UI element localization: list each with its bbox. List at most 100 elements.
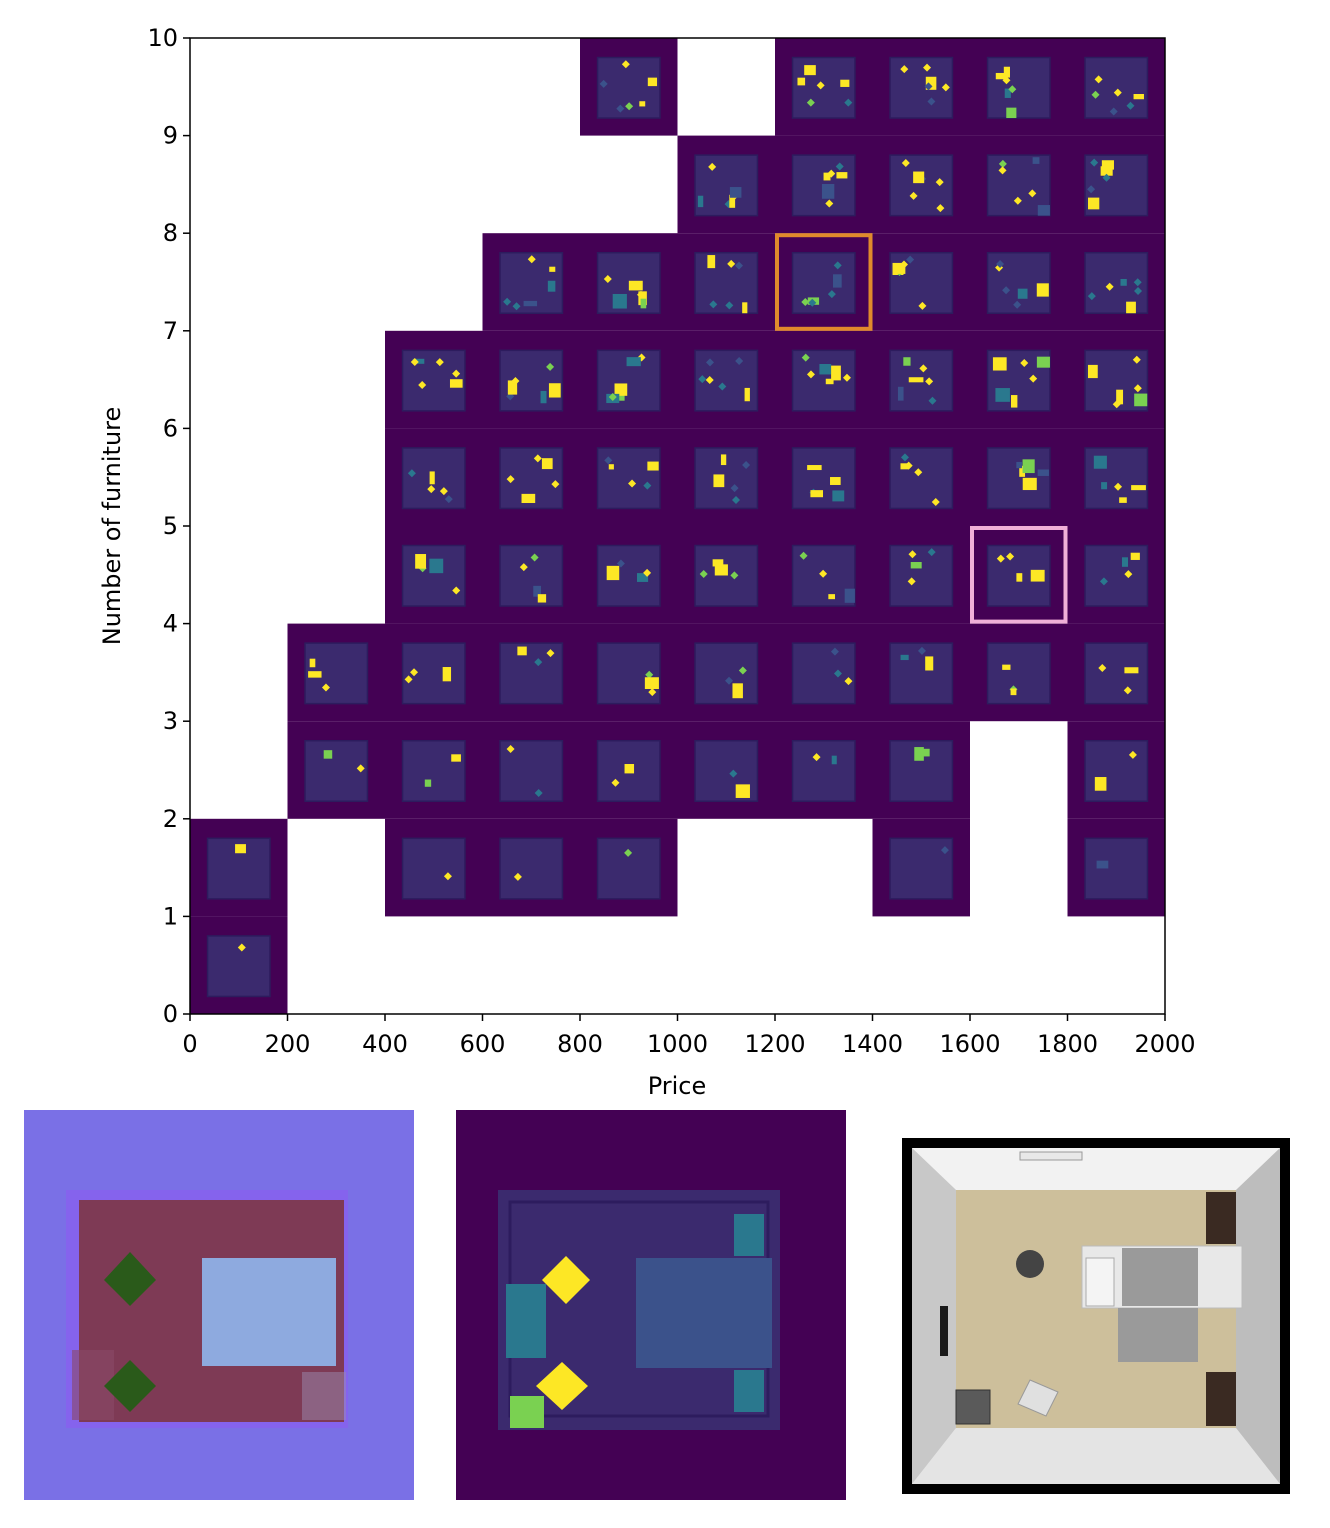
furniture-mark — [1113, 88, 1122, 97]
archive-cell — [775, 233, 873, 331]
x-axis-label: Price — [648, 1072, 707, 1100]
furniture-mark — [919, 364, 928, 373]
x-tick-label: 0 — [182, 1030, 197, 1058]
furniture-mark — [1126, 301, 1136, 314]
furniture-mark — [844, 677, 853, 686]
furniture-mark — [546, 362, 555, 371]
furniture-mark — [1132, 355, 1141, 364]
furniture-mark — [1016, 461, 1022, 469]
furniture-mark — [900, 65, 909, 74]
archive-cell — [580, 818, 678, 917]
furniture-mark — [444, 495, 453, 504]
archive-cell — [482, 721, 580, 819]
furniture-mark — [992, 357, 1007, 371]
furniture-mark — [725, 301, 734, 310]
furniture-mark — [628, 479, 637, 488]
furniture-mark — [439, 487, 448, 496]
furniture-mark — [718, 382, 727, 391]
render-panel — [900, 1110, 1290, 1500]
furniture-mark — [643, 481, 652, 490]
archive-cell — [677, 233, 775, 331]
furniture-mark — [323, 750, 333, 759]
furniture-mark — [1019, 465, 1026, 477]
furniture-mark — [830, 647, 839, 656]
render-office-chair — [1016, 1250, 1044, 1278]
furniture-mark — [936, 204, 945, 213]
archive-cell — [677, 135, 775, 234]
furniture-mark — [1006, 552, 1015, 561]
furniture-mark — [913, 171, 925, 184]
furniture-mark — [819, 569, 828, 578]
furniture-mark — [1091, 90, 1100, 99]
furniture-mark — [530, 553, 539, 562]
furniture-mark — [449, 379, 463, 388]
archive-cell — [872, 818, 970, 917]
furniture-mark — [424, 779, 432, 787]
x-tick-label: 600 — [460, 1030, 506, 1058]
archive-cell — [190, 916, 288, 1014]
furniture-mark — [527, 255, 536, 264]
furniture-mark — [816, 81, 825, 90]
furniture-mark — [1101, 482, 1108, 490]
furniture-mark — [1022, 477, 1037, 491]
furniture-mark — [925, 76, 937, 90]
furniture-mark — [1133, 278, 1142, 287]
furniture-mark — [825, 378, 834, 385]
archive-cell — [872, 428, 970, 526]
furniture-mark — [730, 571, 739, 580]
furniture-mark — [1017, 288, 1028, 299]
archive-cell — [872, 721, 970, 819]
furniture-mark — [442, 667, 452, 682]
furniture-mark — [452, 586, 461, 595]
furniture-mark — [321, 683, 330, 692]
furniture-mark — [521, 493, 536, 504]
archive-cell — [775, 623, 873, 722]
furniture-mark — [1020, 358, 1029, 367]
render-wall-right — [1236, 1148, 1280, 1484]
furniture-mark — [1094, 75, 1103, 84]
furniture-mark — [900, 463, 909, 470]
furniture-mark — [643, 568, 652, 577]
archive-cell — [677, 330, 775, 429]
furniture-mark — [706, 358, 715, 367]
furniture-mark — [923, 63, 932, 72]
semantic-map-box — [510, 1396, 544, 1428]
furniture-mark — [647, 77, 658, 87]
furniture-mark — [1087, 364, 1098, 379]
furniture-mark — [533, 585, 542, 597]
furniture-mark — [907, 577, 916, 586]
furniture-mark — [517, 646, 527, 656]
furniture-mark — [833, 669, 842, 678]
furniture-mark — [742, 302, 748, 314]
furniture-mark — [1088, 197, 1100, 210]
render-cabinet-bottom — [1206, 1372, 1236, 1426]
furniture-mark — [910, 562, 922, 569]
furniture-mark — [699, 569, 708, 578]
semantic-map-desk — [506, 1284, 546, 1358]
furniture-mark — [1013, 196, 1022, 205]
furniture-mark — [797, 77, 806, 86]
archive-cell — [1067, 623, 1165, 722]
furniture-mark — [833, 261, 842, 270]
normal-map-bed — [202, 1258, 336, 1366]
furniture-mark — [636, 290, 645, 299]
archive-cell — [580, 623, 678, 722]
furniture-mark — [512, 302, 521, 311]
archive-cell — [775, 135, 873, 234]
y-tick-label: 5 — [163, 512, 178, 540]
furniture-mark — [914, 468, 923, 477]
furniture-mark — [410, 668, 419, 677]
furniture-mark — [606, 565, 620, 581]
furniture-mark — [1087, 185, 1096, 194]
x-tick-label: 1800 — [1037, 1030, 1098, 1058]
furniture-mark — [608, 393, 617, 402]
furniture-mark — [1119, 497, 1127, 503]
y-tick-label: 6 — [163, 414, 178, 442]
y-axis-ticks: 0 1 2 3 4 5 6 7 8 9 10 — [147, 24, 190, 1028]
furniture-mark — [1037, 205, 1050, 216]
furniture-mark — [725, 676, 734, 685]
furniture-mark — [697, 195, 704, 208]
furniture-mark — [534, 658, 543, 667]
furniture-mark — [1093, 455, 1107, 469]
semantic-map-panel — [456, 1110, 846, 1500]
